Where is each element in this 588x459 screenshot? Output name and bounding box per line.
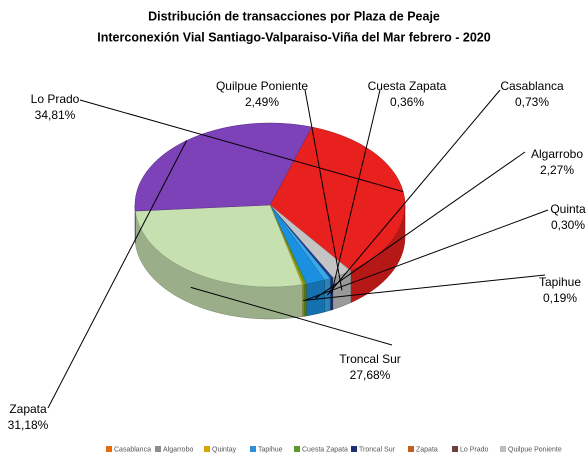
legend-swatch (500, 446, 506, 452)
leader-line (79, 99, 404, 193)
slice-value-label: 34,81% (35, 108, 76, 122)
slice-value-label: 2,27% (540, 163, 574, 177)
legend-text: Algarrobo (163, 446, 193, 453)
legend-swatch (452, 446, 458, 452)
slice-value-label: 27,68% (350, 368, 391, 382)
slice-value-label: 2,49% (245, 95, 279, 109)
legend-swatch (351, 446, 357, 452)
slice-value-label: 0,19% (543, 291, 577, 305)
legend-swatch (408, 446, 414, 452)
chart-title: Distribución de transacciones por Plaza … (148, 9, 440, 23)
slice-label: Troncal Sur (339, 352, 401, 366)
legend-swatch (204, 446, 210, 452)
legend-text: Quintay (212, 446, 237, 453)
slice-value-label: 0,30% (551, 218, 585, 232)
slice-value-label: 31,18% (8, 418, 49, 432)
slice-label: Quilpue Poniente (216, 79, 308, 93)
slice-label: Zapata (9, 402, 47, 416)
legend-text: Quilpue Poniente (508, 446, 562, 453)
legend-text: Cuesta Zapata (302, 446, 348, 453)
legend-text: Lo Prado (460, 446, 489, 453)
slice-label: Tapihue (539, 275, 581, 289)
slice-label: Cuesta Zapata (368, 79, 447, 93)
slice-label: Quinta (550, 202, 586, 216)
legend-text: Tapihue (258, 446, 283, 453)
legend-text: Zapata (416, 446, 438, 453)
leader-line (303, 274, 546, 301)
leader-line (315, 151, 526, 299)
leader-line (304, 209, 549, 301)
slice-value-label: 0,36% (390, 95, 424, 109)
leader-line (190, 286, 393, 346)
leader-line (326, 89, 501, 296)
legend-text: Casablanca (114, 446, 151, 453)
leader-line (47, 140, 188, 409)
chart-subtitle: Interconexión Vial Santiago-Valparaiso-V… (97, 30, 490, 44)
slice (135, 204, 303, 288)
legend-swatch (155, 446, 161, 452)
leader-line (304, 89, 343, 291)
legend-text: Troncal Sur (359, 446, 396, 453)
legend-swatch (106, 446, 112, 452)
slice-value-label: 0,73% (515, 95, 549, 109)
legend-swatch (250, 446, 256, 452)
legend-swatch (294, 446, 300, 452)
slice-label: Lo Prado (31, 92, 80, 106)
leader-line (330, 89, 381, 295)
slice-label: Algarrobo (531, 147, 583, 161)
slice-label: Casablanca (500, 79, 564, 93)
